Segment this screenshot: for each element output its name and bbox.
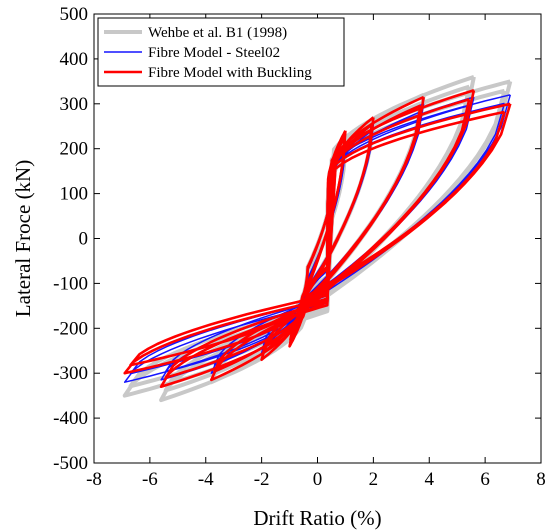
legend-entry: Fibre Model with Buckling	[148, 65, 312, 81]
series-line	[210, 95, 425, 382]
x-tick-label: -8	[86, 469, 102, 490]
series-3	[123, 89, 512, 388]
y-tick-label: -300	[53, 363, 88, 384]
series-layer	[122, 75, 513, 403]
series-1	[122, 75, 513, 403]
y-tick-label: -400	[53, 408, 88, 429]
y-tick-label: 500	[60, 4, 89, 25]
x-tick-label: -6	[142, 469, 158, 490]
x-tick-label: -2	[254, 469, 270, 490]
series-line	[159, 75, 476, 403]
series-line	[164, 97, 471, 380]
y-tick-label: 300	[60, 94, 89, 115]
y-tick-label: 100	[60, 184, 89, 205]
series-line	[213, 104, 422, 373]
x-tick-label: 8	[536, 469, 546, 490]
series-line	[164, 104, 471, 373]
series-line	[128, 88, 507, 389]
y-tick-label: 400	[60, 49, 89, 70]
y-tick-label: 0	[79, 229, 89, 250]
x-tick-label: 2	[369, 469, 379, 490]
legend: Wehbe et al. B1 (1998) Fibre Model - Stee…	[97, 17, 345, 87]
y-tick-label: -200	[53, 318, 88, 339]
y-tick-label: -100	[53, 273, 88, 294]
series-line	[123, 102, 512, 375]
legend-entry: Fibre Model - Steel02	[148, 45, 280, 61]
x-tick-label: 6	[480, 469, 490, 490]
series-line	[129, 110, 506, 367]
legend-entry: Wehbe et al. B1 (1998)	[148, 25, 287, 41]
x-axis-label: Drift Ratio (%)	[253, 506, 381, 530]
x-tick-label: 4	[425, 469, 435, 490]
series-line	[160, 96, 475, 381]
x-tick-label: -4	[198, 469, 214, 490]
x-tick-label: 0	[313, 469, 323, 490]
series-line	[159, 89, 476, 388]
y-axis-label: Lateral Froce (kN)	[11, 160, 35, 317]
y-tick-label: 200	[60, 139, 89, 160]
y-tick-label: -500	[53, 453, 88, 474]
ticks-layer: -8 -6 -4 -2 0 2 4 6 8 -500 -400 -300 -200 -100 0 100 200…	[53, 4, 546, 490]
